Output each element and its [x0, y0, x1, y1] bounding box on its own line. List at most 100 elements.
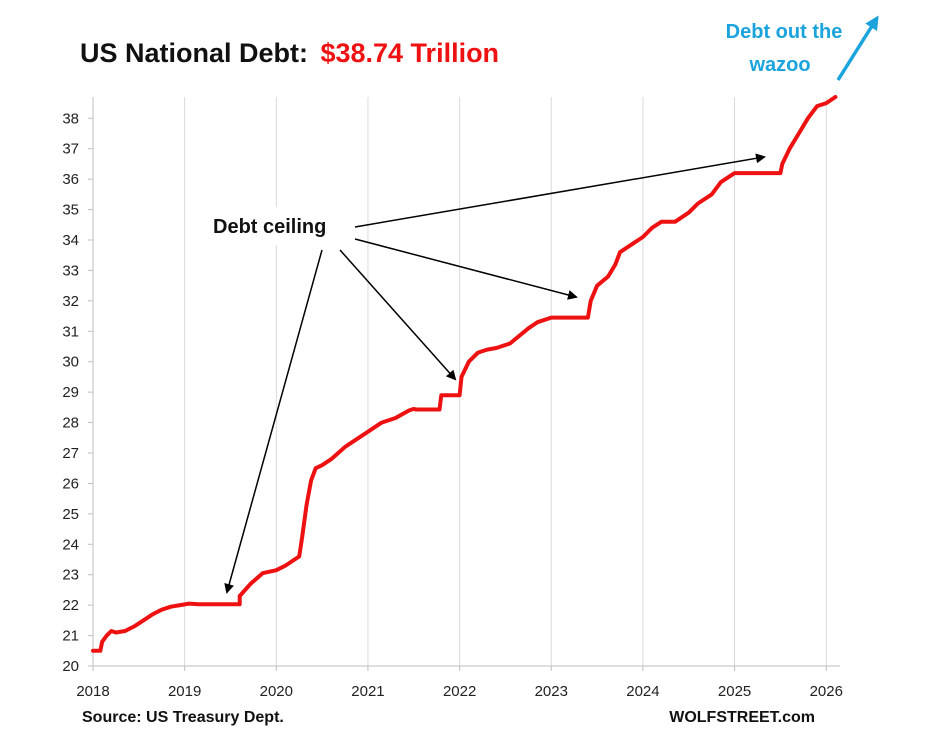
- wazoo-label-line2: wazoo: [748, 54, 810, 76]
- y-tick-label-38: 38: [62, 110, 79, 127]
- watermark: WOLFSTREET.com: [669, 709, 815, 726]
- data-point: [467, 360, 470, 363]
- data-point: [394, 416, 397, 420]
- data-point: [641, 235, 645, 239]
- title-value: $38.74 Trillion: [320, 38, 499, 68]
- y-tick-label-36: 36: [62, 171, 79, 188]
- x-tick-label-2021: 2021: [351, 683, 384, 700]
- debt-ceiling-arrow-2023: [354, 238, 578, 300]
- x-tick-label-2022: 2022: [443, 683, 476, 700]
- y-tick-label-35: 35: [62, 202, 79, 219]
- data-point: [343, 445, 347, 449]
- y-tick-label-30: 30: [62, 354, 79, 371]
- data-point: [595, 284, 599, 287]
- x-tick-label-2019: 2019: [168, 683, 201, 700]
- data-point: [673, 220, 677, 223]
- data-point: [797, 132, 800, 135]
- data-point: [353, 439, 356, 442]
- data-point: [99, 649, 102, 652]
- wazoo-annotation: Debt out the wazoo: [726, 15, 879, 81]
- data-point: [110, 629, 113, 633]
- y-tick-label-25: 25: [62, 506, 79, 523]
- data-point: [320, 464, 324, 467]
- data-point: [249, 582, 252, 585]
- data-point: [438, 408, 441, 411]
- x-tick-label-2024: 2024: [626, 683, 659, 700]
- data-point: [806, 117, 810, 120]
- y-tick-label-33: 33: [62, 262, 79, 279]
- data-point: [284, 564, 287, 567]
- y-tick-label-29: 29: [62, 384, 79, 401]
- data-point: [660, 220, 663, 223]
- data-point: [380, 421, 383, 424]
- data-point: [123, 629, 127, 633]
- data-point: [133, 625, 136, 628]
- data-point: [550, 316, 553, 319]
- data-point: [169, 605, 173, 608]
- title-label: US National Debt:: [80, 38, 308, 68]
- data-point: [554, 316, 558, 319]
- data-point: [508, 342, 512, 345]
- data-point: [298, 555, 301, 558]
- data-point: [779, 171, 782, 175]
- data-point: [458, 394, 461, 397]
- data-point: [309, 479, 313, 482]
- y-tick-label-22: 22: [62, 597, 79, 614]
- debt-ceiling-arrow-2019: [224, 249, 323, 594]
- data-point: [101, 640, 104, 643]
- data-point: [527, 327, 530, 330]
- source-note: Source: US Treasury Dept.: [82, 709, 284, 726]
- data-point: [536, 321, 539, 324]
- data-point: [151, 613, 154, 616]
- wazoo-arrow: [836, 15, 879, 81]
- y-tick-label-32: 32: [62, 293, 79, 310]
- data-point: [495, 346, 498, 350]
- x-axis-ticks: 2018 2019 2020 2021 2022 2023 2024 2025 2026: [76, 666, 843, 700]
- data-point: [788, 147, 791, 150]
- y-tick-label-27: 27: [62, 445, 79, 462]
- y-tick-label-24: 24: [62, 536, 79, 553]
- data-point: [687, 211, 690, 214]
- debt-ceiling-arrow-2021: [339, 249, 457, 381]
- debt-ceiling-label: Debt ceiling: [213, 216, 326, 238]
- data-point: [710, 193, 713, 196]
- data-point: [408, 409, 411, 412]
- data-point: [781, 162, 784, 166]
- series-group: [91, 95, 838, 653]
- data-point: [314, 467, 317, 470]
- data-point: [485, 348, 489, 351]
- chart-title: US National Debt: $38.74 Trillion: [80, 38, 499, 68]
- data-point: [366, 430, 370, 433]
- data-point: [300, 537, 304, 540]
- data-point: [719, 181, 722, 184]
- data-point: [628, 244, 631, 248]
- data-point: [238, 603, 241, 606]
- debt-ceiling-annotation: Debt ceiling: [200, 153, 766, 594]
- data-point: [114, 631, 118, 634]
- gridlines: [184, 97, 827, 666]
- data-point: [199, 603, 202, 606]
- data-point: [733, 171, 736, 175]
- data-point: [330, 457, 333, 461]
- data-point: [412, 407, 415, 411]
- data-point: [825, 101, 828, 105]
- debt-ceiling-label-bg: [200, 207, 348, 245]
- data-point: [650, 226, 654, 229]
- series-line-debt: [91, 95, 838, 653]
- y-tick-label-23: 23: [62, 567, 79, 584]
- y-tick-label-26: 26: [62, 475, 79, 492]
- data-point: [738, 171, 741, 175]
- x-tick-label-2020: 2020: [260, 683, 293, 700]
- wazoo-label-line1: Debt out the: [726, 21, 843, 43]
- data-point: [178, 603, 182, 607]
- x-tick-label-2025: 2025: [718, 683, 751, 700]
- data-point: [606, 275, 610, 278]
- data-point: [815, 104, 819, 108]
- data-point: [305, 503, 308, 506]
- y-tick-label-31: 31: [62, 323, 79, 340]
- data-point: [293, 558, 296, 561]
- y-tick-label-37: 37: [62, 141, 79, 158]
- data-point: [415, 408, 418, 411]
- data-point: [586, 316, 590, 319]
